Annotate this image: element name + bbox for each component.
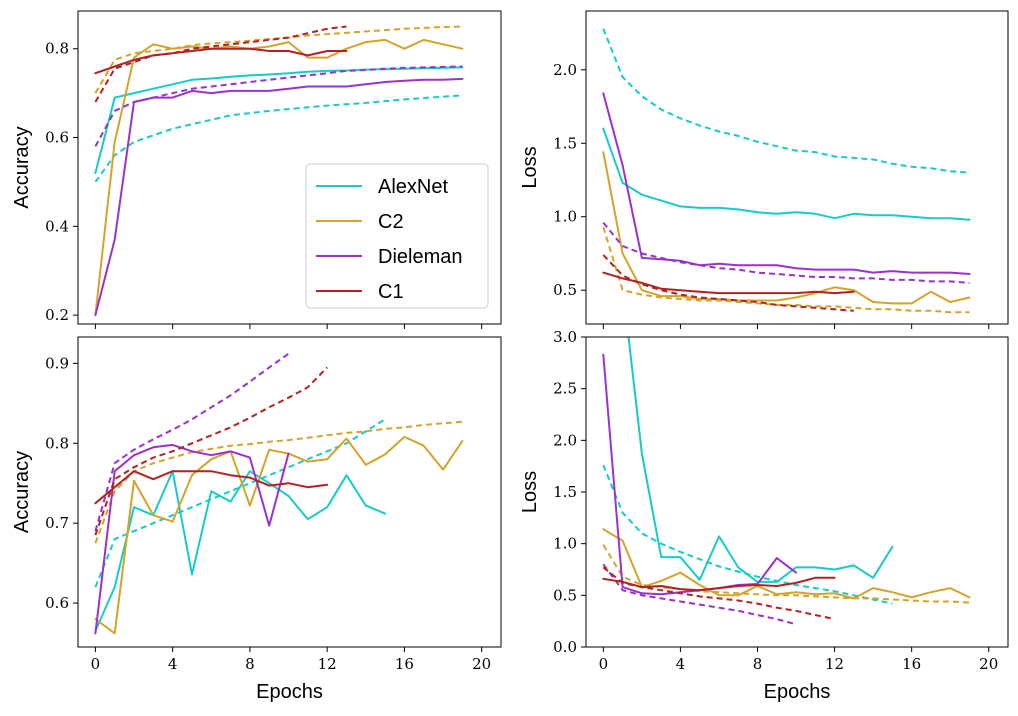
y-tick-label: 1.0: [553, 535, 577, 553]
series-c1-dashed: [94, 366, 328, 536]
series-alexnet-solid: [602, 127, 971, 221]
series-c1-solid: [94, 470, 329, 505]
x-axis-label: Epochs: [256, 681, 323, 703]
series-c1-dashed: [602, 254, 854, 312]
x-tick-label: 0: [599, 655, 609, 673]
series-alexnet-dashed: [602, 464, 893, 605]
legend-label-alexnet: AlexNet: [378, 176, 448, 198]
series-c1-dashed: [602, 566, 835, 621]
x-tick-label: 8: [245, 655, 255, 673]
y-axis-label: Loss: [519, 471, 541, 513]
y-tick-label: 2.0: [553, 61, 577, 79]
y-tick-label: 0.0: [553, 638, 577, 656]
series-c1-solid: [94, 47, 348, 75]
series-dieleman-dashed: [94, 65, 463, 147]
x-tick-label: 12: [318, 655, 337, 673]
y-tick-label: 0.7: [45, 514, 69, 532]
y-tick-label: 0.9: [45, 354, 69, 372]
series-c2-dashed: [94, 25, 463, 94]
series-alexnet-solid: [627, 337, 894, 583]
y-tick-label: 1.5: [553, 134, 577, 152]
legend-box: [305, 163, 489, 309]
legend-label-c2: C2: [378, 211, 404, 233]
series-c1-solid: [602, 271, 855, 295]
y-tick-label: 1.0: [553, 208, 577, 226]
y-tick-label: 0.2: [45, 306, 69, 324]
series-alexnet-solid: [94, 66, 464, 174]
y-tick-label: 0.4: [45, 217, 69, 235]
y-tick-label: 2.0: [553, 431, 577, 449]
x-tick-label: 16: [902, 655, 921, 673]
y-axis-label: Accuracy: [11, 126, 33, 208]
series-c2-dashed: [94, 420, 463, 544]
x-tick-label: 4: [676, 655, 686, 673]
y-tick-label: 0.5: [553, 586, 577, 604]
y-tick-label: 0.5: [553, 281, 577, 299]
y-tick-label: 3.0: [553, 328, 577, 346]
x-tick-label: 20: [472, 655, 491, 673]
series-alexnet-solid: [94, 470, 387, 632]
y-tick-label: 0.6: [45, 594, 69, 612]
panel-top-right-loss: 0.5 1.0 1.5 2.0 Loss: [519, 10, 1009, 329]
series-c2-solid: [94, 38, 464, 317]
panel-bottom-right-loss: 0 4 8 12 16 20 0.0 0.5 1.0 1.5 2.0 2.5 3.0 Loss Epochs: [519, 328, 1009, 703]
y-tick-label: 0.6: [45, 129, 69, 147]
x-tick-label: 16: [395, 655, 414, 673]
series-dieleman-dashed: [602, 563, 797, 626]
y-axis-label: Accuracy: [11, 451, 33, 533]
axes-frame: [77, 336, 502, 648]
y-tick-label: 2.5: [553, 380, 577, 398]
x-tick-label: 12: [825, 655, 844, 673]
series-c1-dashed: [94, 25, 347, 103]
y-tick-label: 1.5: [553, 483, 577, 501]
x-tick-label: 20: [979, 655, 998, 673]
series-dieleman-dashed: [602, 221, 970, 284]
series-c2-solid: [602, 151, 971, 305]
x-tick-label: 8: [753, 655, 763, 673]
y-tick-label: 0.8: [45, 40, 69, 58]
series-alexnet-dashed: [94, 94, 463, 183]
x-axis-label: Epochs: [764, 681, 831, 703]
series-alexnet-dashed: [94, 418, 386, 588]
series-alexnet-dashed: [602, 28, 970, 174]
legend-label-dieleman: Dieleman: [378, 246, 462, 268]
legend-label-c1: C1: [378, 281, 404, 303]
series-c2-solid: [602, 528, 971, 600]
axes-frame: [77, 10, 502, 325]
series-c2-solid: [94, 435, 464, 635]
x-tick-label: 0: [91, 655, 101, 673]
y-axis-label: Loss: [519, 146, 541, 188]
y-tick-label: 0.8: [45, 434, 69, 452]
series-dieleman-solid: [602, 92, 971, 275]
axes-frame: [585, 10, 1009, 325]
x-tick-label: 4: [168, 655, 178, 673]
panel-top-left-accuracy: 0.2 0.4 0.6 0.8 Accuracy: [11, 10, 502, 329]
legend: AlexNet C2 Dieleman C1: [305, 163, 489, 309]
panel-bottom-left-accuracy: 0 4 8 12 16 20 0.6 0.7 0.8 0.9 Accuracy Epochs: [11, 336, 502, 703]
